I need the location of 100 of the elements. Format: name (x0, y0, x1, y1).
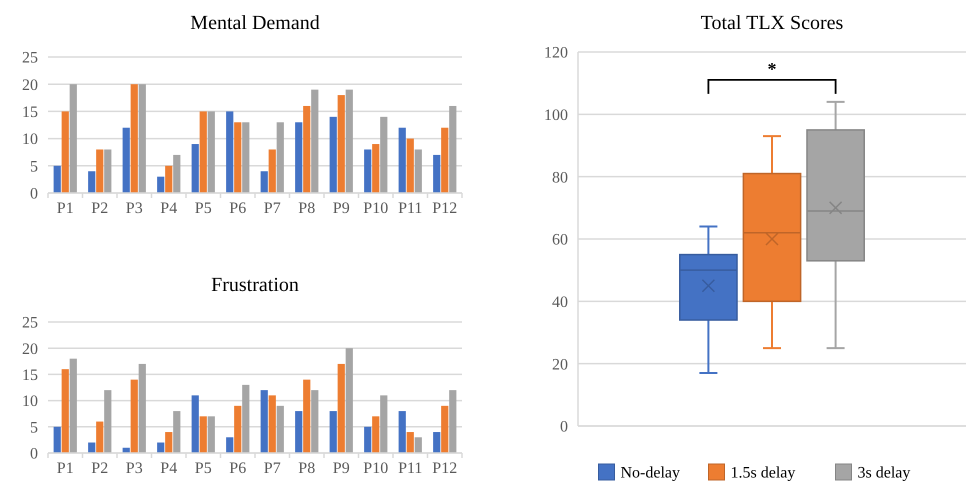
y-tick-label: 5 (30, 419, 38, 436)
chart-title: Mental Demand (190, 12, 320, 34)
bar (165, 432, 172, 453)
y-tick-label: 20 (22, 76, 38, 94)
x-tick-label: P12 (432, 200, 458, 217)
y-tick-label: 10 (22, 393, 38, 410)
bar (70, 84, 77, 193)
bar (380, 116, 388, 193)
bar (449, 106, 456, 193)
bar (226, 111, 234, 193)
bar (364, 426, 372, 453)
bar (157, 176, 164, 193)
y-tick-label: 60 (552, 232, 568, 249)
bar (303, 380, 310, 453)
bar (295, 122, 302, 193)
bar (242, 384, 250, 453)
bar (380, 395, 388, 453)
bar (208, 416, 215, 453)
bar (311, 90, 318, 193)
bar (138, 84, 146, 193)
y-tick-label: 40 (552, 294, 568, 311)
bar (226, 437, 234, 453)
bar (234, 122, 242, 193)
bar (372, 416, 380, 453)
x-tick-label: P7 (264, 200, 281, 217)
y-tick-label: 100 (544, 106, 568, 124)
bar (433, 154, 440, 193)
bar (234, 406, 242, 453)
x-tick-label: P7 (264, 460, 281, 477)
bar (338, 364, 345, 453)
bar (346, 90, 353, 193)
x-tick-label: P4 (160, 200, 178, 217)
bar (338, 95, 345, 193)
legend-label: No-delay (620, 464, 680, 482)
bar (398, 128, 406, 193)
bar (398, 411, 406, 453)
y-tick-label: 0 (30, 446, 38, 463)
x-tick-label: P11 (398, 460, 422, 477)
legend-label: 1.5s delay (730, 464, 796, 482)
x-tick-label: P8 (298, 460, 316, 477)
bar (330, 411, 337, 453)
bar (311, 390, 318, 453)
bar (192, 395, 199, 453)
x-tick-label: P1 (56, 460, 74, 477)
bar (208, 111, 215, 193)
x-tick-label: P6 (229, 200, 246, 217)
y-tick-label: 15 (22, 104, 38, 121)
bar (260, 171, 268, 193)
bar (192, 144, 199, 193)
bar (88, 171, 96, 193)
bar (414, 149, 422, 193)
x-tick-label: P8 (298, 200, 316, 217)
bar (372, 144, 380, 193)
y-tick-label: 10 (22, 131, 38, 148)
y-tick-label: 20 (22, 340, 38, 358)
x-tick-label: P9 (332, 200, 350, 217)
y-tick-label: 5 (30, 158, 38, 176)
bar (62, 111, 69, 193)
y-tick-label: 25 (22, 50, 38, 67)
x-tick-label: P1 (56, 200, 74, 217)
bar (96, 149, 104, 193)
bar (449, 390, 456, 453)
x-tick-label: P3 (126, 200, 143, 217)
bar (433, 432, 440, 453)
x-tick-label: P11 (398, 200, 422, 217)
bar (62, 369, 69, 453)
bar (346, 348, 353, 453)
bar (138, 364, 146, 453)
x-tick-label: P9 (332, 460, 350, 477)
y-tick-label: 20 (552, 356, 568, 374)
x-tick-label: P2 (91, 200, 108, 217)
bar (104, 390, 112, 453)
bar (268, 395, 276, 453)
bar (200, 111, 207, 193)
bar (441, 128, 448, 193)
bar (88, 442, 96, 453)
legend-label: 3s delay (858, 464, 910, 482)
bar (276, 406, 284, 453)
bar (276, 122, 284, 193)
bar (364, 149, 372, 193)
bar (122, 128, 130, 193)
x-tick-label: P10 (363, 460, 388, 477)
bar (242, 122, 250, 193)
bar (157, 442, 164, 453)
bar (173, 411, 180, 453)
bar (173, 154, 180, 193)
x-tick-label: P4 (160, 460, 178, 477)
bar (406, 138, 414, 193)
bar (54, 166, 61, 193)
bar (441, 406, 448, 453)
y-tick-label: 80 (552, 169, 568, 186)
y-tick-label: 0 (30, 186, 38, 203)
x-tick-label: P6 (229, 460, 246, 477)
chart-title: Frustration (211, 274, 299, 296)
bar (295, 411, 302, 453)
bar (330, 116, 337, 193)
bar (104, 149, 112, 193)
bar (70, 358, 77, 453)
y-tick-label: 25 (22, 314, 38, 332)
bar (130, 84, 138, 193)
